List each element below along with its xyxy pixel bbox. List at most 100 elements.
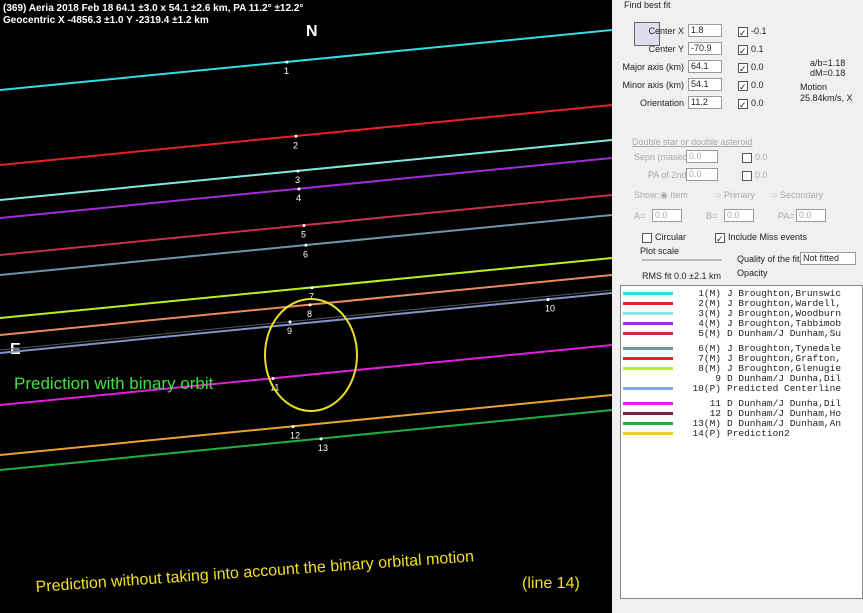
row-id: 2(M) — [698, 298, 721, 309]
radio-label: Secondary — [779, 190, 823, 200]
chord-point — [302, 224, 306, 228]
row-text: J Broughton,Wardell, — [727, 298, 842, 309]
label: Center Y — [648, 44, 684, 54]
panel: Find best fit Center X 1.8 ✓ -0.1 Center Y -7… — [612, 0, 863, 613]
checkbox: ✓ — [738, 44, 748, 56]
row-id: 8(M) — [698, 363, 721, 374]
list-row[interactable]: 12 D Dunham/J Dunham,Ho — [623, 409, 841, 419]
row-id: 12 — [709, 408, 721, 419]
slider[interactable] — [642, 259, 722, 261]
list-row[interactable]: 10(P) Predicted Centerline — [623, 384, 841, 394]
row-id: 13(M) — [692, 418, 721, 429]
label: Find best fit — [624, 0, 671, 10]
step[interactable]: 0.0 — [742, 152, 768, 163]
chord-line — [0, 274, 612, 336]
annotation: Prediction with binary orbit — [14, 374, 214, 393]
chord-line — [0, 394, 612, 456]
step-value: 0.0 — [751, 98, 764, 108]
chord-point — [288, 320, 292, 324]
chord-label: 13 — [318, 443, 328, 453]
step[interactable]: 0.0 — [742, 170, 768, 181]
input[interactable]: 1.8 — [688, 24, 722, 37]
checkbox[interactable]: ✓ Include Miss events — [715, 232, 808, 244]
label: PA= — [778, 211, 795, 221]
input[interactable]: 0.0 — [724, 209, 754, 222]
swatch — [623, 421, 673, 425]
row-id: 10(P) — [692, 383, 721, 394]
east: E — [10, 341, 21, 358]
input[interactable]: 11.2 — [688, 96, 722, 109]
list-row[interactable]: 14(P) Prediction2 — [623, 429, 790, 439]
row-id: 7(M) — [698, 353, 721, 364]
row-text: D Dunham/J Dunha,Dil — [727, 373, 842, 384]
step-value: 0.0 — [755, 152, 768, 162]
input[interactable]: 0.0 — [686, 168, 718, 181]
input[interactable]: 0.0 — [796, 209, 826, 222]
list-row[interactable]: 2(M) J Broughton,Wardell, — [623, 299, 841, 309]
dropdown[interactable]: Not fitted — [800, 252, 856, 265]
swatch — [623, 346, 673, 350]
input[interactable]: 54.1 — [688, 78, 722, 91]
chord-point — [297, 187, 301, 191]
chord-line — [0, 194, 612, 256]
list-row[interactable]: 11 D Dunham/J Dunha,Dil — [623, 399, 841, 409]
chord-point — [304, 243, 308, 247]
radio-label: Primary — [723, 190, 755, 200]
input[interactable]: -70.9 — [688, 42, 722, 55]
list-row[interactable]: 4(M) J Broughton,Tabbimob — [623, 319, 841, 329]
input[interactable]: 0.0 — [686, 150, 718, 163]
chord-label: 6 — [303, 249, 308, 259]
chord-line — [0, 344, 612, 406]
list-row[interactable]: 8(M) J Broughton,Glenugie — [623, 364, 841, 374]
chord-line — [0, 29, 612, 91]
chord-point — [285, 60, 289, 64]
annotation: (line 14) — [522, 575, 580, 592]
radio[interactable]: ○ Secondary — [772, 190, 823, 200]
swatch — [623, 386, 673, 390]
checkbox[interactable]: Circular — [642, 232, 686, 243]
list[interactable]: 1(M) J Broughton,Brunswic 2(M) J Broughton,… — [620, 285, 863, 599]
step-value: 0.0 — [751, 62, 764, 72]
label: Minor axis (km) — [622, 80, 684, 90]
radio[interactable]: ◉ Item — [660, 190, 688, 200]
chord-label: 8 — [307, 309, 312, 319]
list-row[interactable]: 5(M) D Dunham/J Dunham,Su — [623, 329, 841, 339]
step-value: 0.0 — [755, 170, 768, 180]
swatch — [623, 291, 673, 295]
plot: (369) Aeria 2018 Feb 18 64.1 ±3.0 x 54.1… — [0, 0, 612, 613]
swatch — [623, 431, 673, 435]
list-row[interactable]: 6(M) J Broughton,Tynedale — [623, 344, 841, 354]
step[interactable]: ✓ 0.0 — [738, 62, 764, 74]
chord-point — [271, 377, 275, 381]
list-row[interactable]: 3(M) J Broughton,Woodburn — [623, 309, 841, 319]
row-text: D Dunham/J Dunham,Ho — [727, 408, 842, 419]
input[interactable]: 64.1 — [688, 60, 722, 73]
header: Geocentric X -4856.3 ±1.0 Y -2319.4 ±1.2… — [3, 15, 209, 26]
checkbox: ✓ — [738, 26, 748, 38]
step-value: 0.0 — [751, 80, 764, 90]
chord-label: 1 — [284, 66, 289, 76]
radio[interactable]: ○ Primary — [716, 190, 755, 200]
row-id: 9 — [715, 373, 721, 384]
step[interactable]: ✓ -0.1 — [738, 26, 767, 38]
chord-point — [308, 303, 312, 307]
list-row[interactable]: 9 D Dunham/J Dunha,Dil — [623, 374, 841, 384]
swatch — [623, 411, 673, 415]
label: B= — [706, 211, 718, 221]
step[interactable]: ✓ 0.0 — [738, 80, 764, 92]
list-row[interactable]: 13(M) D Dunham/J Dunham,An — [623, 419, 841, 429]
swatch — [623, 301, 673, 305]
step[interactable]: ✓ 0.0 — [738, 98, 764, 110]
chord-point — [546, 298, 550, 302]
label: Major axis (km) — [622, 62, 684, 72]
list-row[interactable]: 7(M) J Broughton,Grafton, — [623, 354, 841, 364]
chord-point — [296, 169, 300, 173]
swatch — [623, 311, 673, 315]
input[interactable]: 0.0 — [652, 209, 682, 222]
step[interactable]: ✓ 0.1 — [738, 44, 764, 56]
chord-line — [0, 409, 612, 471]
label: Sepn (masec) — [634, 152, 691, 162]
list-row[interactable]: 1(M) J Broughton,Brunswic — [623, 289, 841, 299]
fit-button[interactable] — [634, 22, 660, 46]
